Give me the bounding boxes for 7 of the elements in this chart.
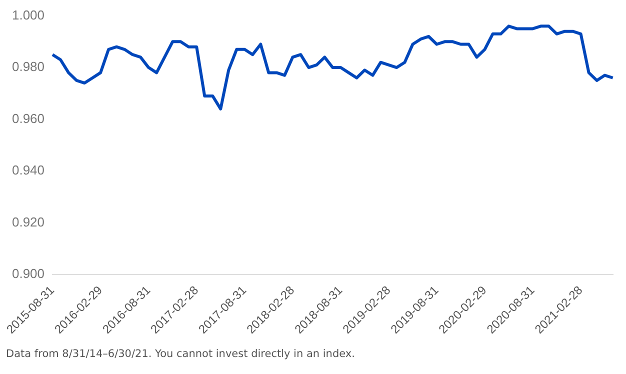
y-tick-label: 1.000 (12, 7, 45, 22)
y-tick-label: 0.920 (12, 214, 45, 230)
y-tick-label: 0.900 (12, 266, 45, 281)
y-tick-label: 0.940 (12, 162, 45, 178)
text: Data from 8/31/14–6/30/21. You cannot invest directly in an index. (6, 348, 355, 360)
y-tick-label: 0.980 (12, 59, 45, 74)
y-tick-label: 0.960 (12, 110, 45, 126)
